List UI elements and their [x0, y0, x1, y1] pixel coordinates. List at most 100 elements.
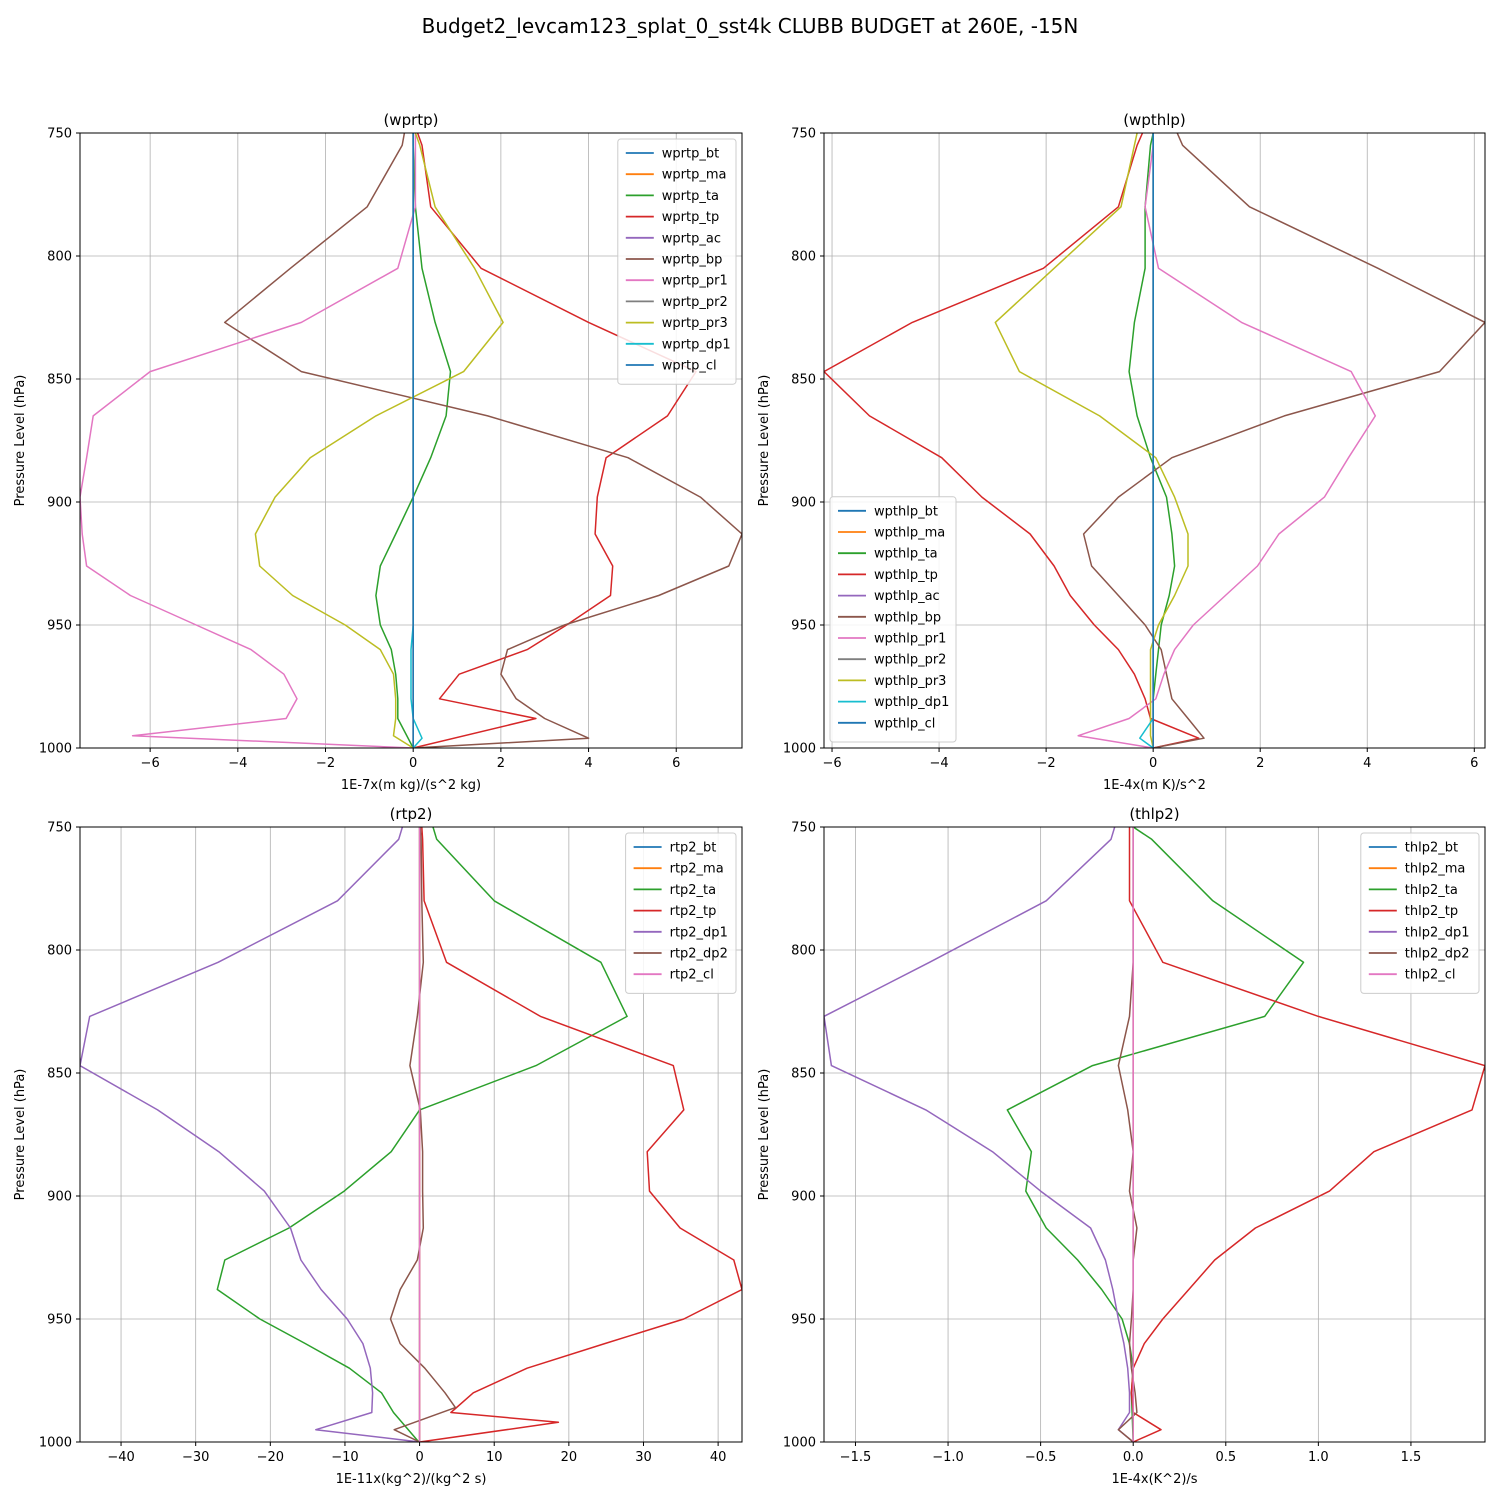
y-axis-label: Pressure Level (hPa) [757, 1069, 772, 1201]
legend-entry-wpthlp_pr2: wpthlp_pr2 [874, 653, 946, 668]
legend-entry-thlp2_tp: thlp2_tp [1405, 904, 1458, 919]
x-tick-label: 1.0 [1308, 1450, 1329, 1465]
series-line-thlp2_ta [1006, 827, 1305, 1442]
y-tick-label: 950 [47, 1313, 72, 1328]
legend: rtp2_bt rtp2_ma rtp2_ta rtp2_tp rtp2_dp1 rtp2… [625, 832, 737, 994]
axes-frame [79, 826, 743, 1443]
series-line-thlp2_dp2 [1117, 827, 1138, 1442]
legend: wpthlp_bt wpthlp_ma wpthlp_ta wpthlp_tpwpth… [829, 496, 957, 743]
legend-entry-wprtp_ma: wprtp_ma [662, 168, 727, 183]
x-tick-label: −6 [141, 756, 160, 771]
legend-entry-rtp2_ma: rtp2_ma [670, 862, 724, 877]
series-line-wpthlp_ta [1128, 133, 1176, 748]
x-tick-label: 2 [1256, 756, 1264, 771]
y-tick-label: 750 [791, 821, 816, 836]
x-tick-label: 6 [672, 756, 680, 771]
panel-2: −40 −30 −20 −10 0 10 20 30 40 750 800 850 900 950 1000… [13, 805, 743, 1487]
y-tick-label: 800 [791, 944, 816, 959]
y-tick-label: 950 [47, 619, 72, 634]
series-line-rtp2_dp2 [389, 827, 457, 1442]
legend-entry-thlp2_dp2: thlp2_dp2 [1405, 947, 1470, 962]
x-tick-label: 1.5 [1401, 1450, 1422, 1465]
legend-entry-wprtp_pr2: wprtp_pr2 [662, 295, 728, 310]
figure-title: Budget2_levcam123_splat_0_sst4k CLUBB BU… [421, 14, 1079, 38]
legend-entry-wpthlp_tp: wpthlp_tp [874, 568, 938, 583]
x-tick-label: 0.5 [1215, 1450, 1236, 1465]
x-tick-label: −4 [929, 756, 948, 771]
legend-entry-rtp2_cl: rtp2_cl [670, 968, 714, 983]
legend-entry-wprtp_bt: wprtp_bt [662, 147, 719, 162]
x-tick-label: −40 [107, 1450, 134, 1465]
x-axis-label: 1E-11x(kg^2)/(kg^2 s) [336, 1472, 487, 1487]
legend-entry-wpthlp_ac: wpthlp_ac [874, 589, 940, 604]
legend-entry-wprtp_dp1: wprtp_dp1 [662, 337, 731, 352]
series-line-wprtp_tp [413, 133, 697, 748]
legend-entry-rtp2_bt: rtp2_bt [670, 841, 717, 856]
legend-entry-wprtp_tp: wprtp_tp [662, 210, 719, 225]
x-tick-label: 0 [1149, 756, 1157, 771]
x-axis-label: 1E-7x(m kg)/(s^2 kg) [341, 778, 481, 793]
x-tick-label: 20 [561, 1450, 578, 1465]
panel-1: −6 −4 −2 0 2 4 6 750 800 850 900 950 1000 (wpthlp) 1E-… [757, 111, 1486, 793]
legend-entry-rtp2_dp2: rtp2_dp2 [670, 947, 728, 962]
legend-entry-wpthlp_ta: wpthlp_ta [874, 547, 938, 562]
y-axis-label: Pressure Level (hPa) [13, 375, 28, 507]
y-axis-label: Pressure Level (hPa) [757, 375, 772, 507]
legend-entry-thlp2_dp1: thlp2_dp1 [1405, 925, 1470, 940]
x-tick-label: −10 [331, 1450, 358, 1465]
legend-entry-rtp2_tp: rtp2_tp [670, 904, 717, 919]
y-tick-label: 800 [47, 944, 72, 959]
legend-entry-rtp2_dp1: rtp2_dp1 [670, 925, 728, 940]
legend: thlp2_bt thlp2_ma thlp2_ta thlp2_tp thlp2_dp… [1360, 832, 1480, 994]
legend-entry-wprtp_pr3: wprtp_pr3 [662, 316, 728, 331]
panel-title: (wprtp) [383, 111, 438, 129]
x-axis-label: 1E-4x(K^2)/s [1111, 1472, 1197, 1487]
legend-entry-wprtp_cl: wprtp_cl [662, 359, 717, 374]
x-tick-label: 10 [486, 1450, 503, 1465]
y-tick-label: 900 [791, 1190, 816, 1205]
x-tick-label: −2 [316, 756, 335, 771]
panel-title: (rtp2) [390, 805, 433, 823]
legend-entry-wprtp_pr1: wprtp_pr1 [662, 274, 728, 289]
legend-entry-wpthlp_dp1: wpthlp_dp1 [874, 695, 949, 710]
axes-frame [79, 132, 743, 749]
y-tick-label: 800 [47, 250, 72, 265]
legend-entry-wprtp_ac: wprtp_ac [662, 231, 721, 246]
legend-entry-wpthlp_bp: wpthlp_bp [874, 610, 941, 625]
series-line-wprtp_pr3 [254, 133, 504, 748]
legend-entry-rtp2_ta: rtp2_ta [670, 883, 717, 898]
panel-title: (wpthlp) [1123, 111, 1186, 129]
panel-0: −6 −4 −2 0 2 4 6 750 800 850 900 950 1000 (wprtp) 1E-7… [13, 111, 743, 793]
series-line-thlp2_dp1 [824, 827, 1134, 1442]
legend-entry-wpthlp_pr1: wpthlp_pr1 [874, 632, 946, 647]
y-tick-label: 850 [791, 1067, 816, 1082]
y-tick-label: 900 [47, 496, 72, 511]
y-tick-label: 1000 [783, 742, 816, 757]
legend-entry-wprtp_ta: wprtp_ta [662, 189, 719, 204]
y-tick-label: 850 [47, 373, 72, 388]
series-line-wpthlp_tp [824, 133, 1200, 748]
x-tick-label: −30 [182, 1450, 209, 1465]
x-tick-label: 2 [497, 756, 505, 771]
x-axis-label: 1E-4x(m K)/s^2 [1103, 778, 1206, 793]
legend: wprtp_bt wprtp_ma wprtp_ta wprtp_tp wprtp_ac… [617, 138, 737, 385]
series-line-wprtp_bp [223, 133, 742, 748]
x-tick-label: 4 [1363, 756, 1371, 771]
x-tick-label: 40 [710, 1450, 727, 1465]
y-tick-label: 850 [47, 1067, 72, 1082]
x-tick-label: −20 [257, 1450, 284, 1465]
series-line-wprtp_pr1 [80, 133, 417, 748]
legend-entry-wprtp_bp: wprtp_bp [662, 253, 723, 268]
panel-title: (thlp2) [1129, 805, 1179, 823]
y-tick-label: 1000 [783, 1436, 816, 1451]
y-tick-label: 750 [47, 127, 72, 142]
x-tick-label: −1.5 [840, 1450, 872, 1465]
y-tick-label: 800 [791, 250, 816, 265]
series-line-rtp2_dp1 [80, 827, 420, 1442]
x-tick-label: 6 [1470, 756, 1478, 771]
y-tick-label: 850 [791, 373, 816, 388]
panel-3: −1.5 −1.0 −0.5 0.0 0.5 1.0 1.5 750 800 850 900 950 1… [757, 805, 1486, 1487]
y-tick-label: 750 [791, 127, 816, 142]
legend-entry-wpthlp_ma: wpthlp_ma [874, 526, 945, 541]
